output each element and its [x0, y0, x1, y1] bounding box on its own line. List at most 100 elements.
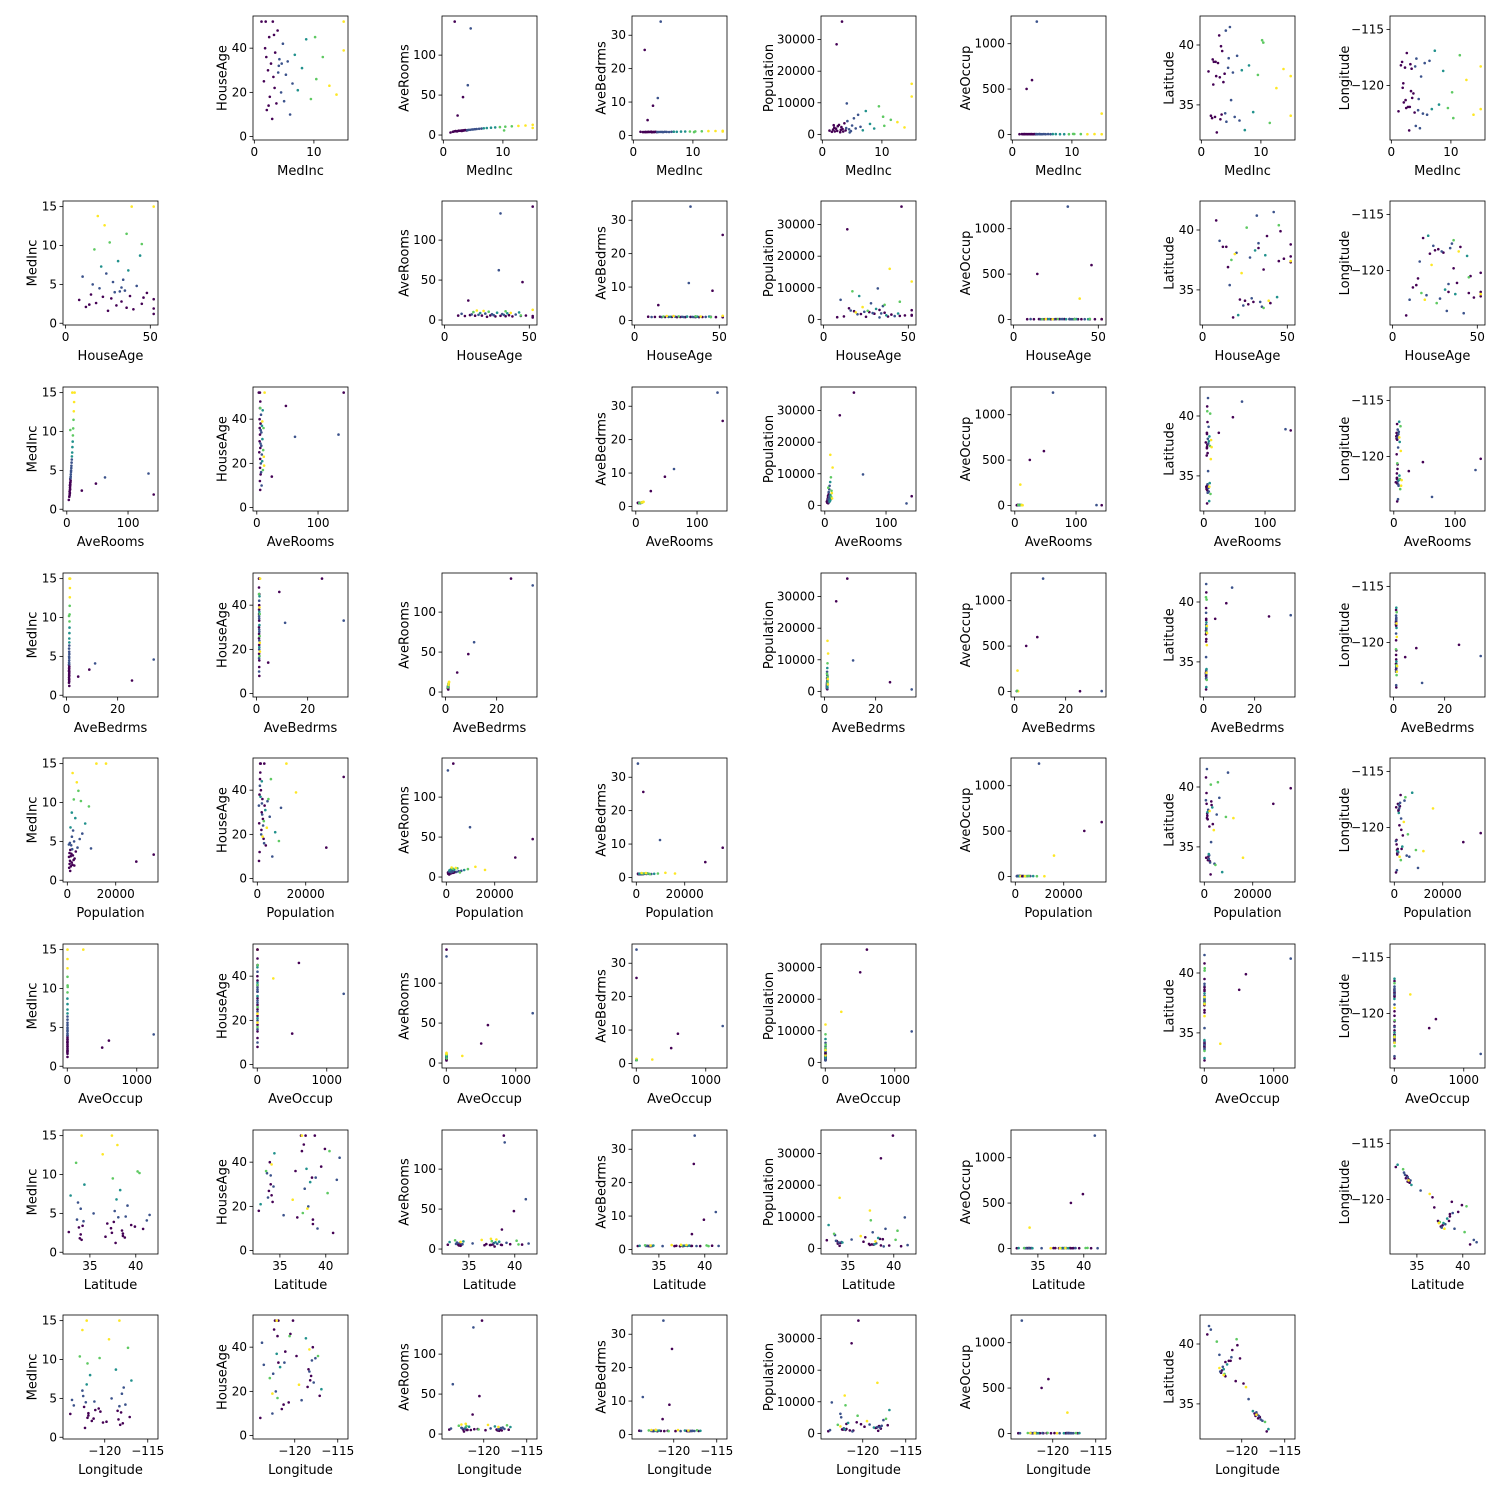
scatter-point: [1228, 283, 1231, 287]
y-tick-label: 5: [49, 1391, 57, 1405]
scatter-point: [1398, 474, 1401, 477]
scatter-point: [687, 1244, 691, 1247]
scatter-point: [1415, 646, 1418, 650]
scatter-point: [306, 1385, 309, 1389]
scatter-point: [72, 1404, 76, 1407]
scatter-point: [273, 51, 277, 54]
x-tick-label: 0: [1200, 702, 1208, 716]
scatter-point: [714, 315, 718, 319]
scatter-point: [1209, 457, 1213, 461]
scatter-point: [70, 455, 74, 458]
x-tick-label: 20000: [1045, 887, 1083, 901]
scatter-point: [1020, 1319, 1024, 1322]
y-axis-label: AveOccup: [959, 1160, 974, 1225]
scatter-point: [480, 1238, 484, 1242]
scatter-point: [100, 1046, 104, 1049]
scatter-point: [1062, 132, 1066, 136]
scatter-point: [857, 1319, 860, 1322]
x-axis-label: AveBedrms: [1022, 721, 1096, 736]
scatter-point: [1228, 25, 1232, 29]
scatter-point: [504, 310, 507, 313]
y-axis-label: AveOccup: [959, 231, 974, 296]
scatter-point: [449, 131, 452, 134]
x-axis-label: MedInc: [1224, 164, 1271, 179]
scatter-point: [120, 300, 123, 303]
y-tick-label: 30: [611, 1142, 626, 1156]
y-tick-label: 20: [232, 85, 247, 99]
scatter-point: [1289, 255, 1292, 258]
scatter-point: [1070, 1431, 1073, 1435]
scatter-point: [1402, 101, 1406, 104]
scatter-point: [76, 675, 80, 678]
scatter-point: [700, 130, 704, 133]
scatter-point: [258, 634, 261, 638]
y-tick-label: −115: [1351, 22, 1384, 36]
scatter-point: [876, 1236, 880, 1240]
scatter-point: [640, 871, 643, 875]
scatter-point: [1406, 1175, 1409, 1179]
scatter-point: [1222, 1373, 1225, 1377]
scatter-point: [497, 1240, 501, 1243]
scatter-point: [1401, 845, 1404, 848]
scatter-point: [672, 314, 675, 318]
panel-frame: [820, 15, 917, 141]
scatter-point: [257, 648, 261, 651]
scatter-point: [342, 619, 346, 622]
scatter-point: [859, 312, 863, 316]
scatter-point: [446, 686, 450, 689]
scatter-point: [1398, 824, 1401, 827]
scatter-point: [1019, 483, 1022, 486]
scatter-point: [267, 797, 270, 801]
scatter-point: [1452, 238, 1455, 242]
y-axis-label: Latitude: [1163, 51, 1178, 105]
scatter-point: [865, 948, 869, 951]
panel-frame: [441, 1129, 538, 1255]
x-tick-label: 0: [631, 330, 639, 344]
y-tick-label: 50: [421, 1387, 436, 1401]
x-axis-label: HouseAge: [1405, 349, 1471, 364]
y-axis-label: MedInc: [26, 797, 41, 844]
scatter-point: [67, 650, 71, 653]
y-tick-label: 0: [239, 872, 247, 886]
scatter-point: [840, 125, 843, 129]
scatter-point: [1033, 1431, 1036, 1435]
scatter-point: [826, 683, 830, 686]
x-tick-label: 10: [495, 145, 510, 159]
scatter-point: [256, 1036, 259, 1040]
scatter-point: [1226, 771, 1230, 774]
y-tick-label: 30000: [777, 961, 815, 975]
scatter-point: [69, 854, 72, 858]
scatter-point: [885, 314, 888, 317]
scatter-point: [256, 1014, 259, 1018]
scatter-point: [80, 489, 84, 492]
scatter-point: [101, 1153, 104, 1156]
scatter-point: [517, 311, 521, 314]
x-axis-label: Latitude: [842, 1278, 896, 1293]
scatter-point: [456, 114, 459, 117]
scatter-point: [108, 241, 111, 244]
scatter-point: [72, 418, 75, 422]
scatter-point: [486, 1423, 490, 1427]
scatter-point: [1419, 75, 1423, 78]
scatter-point: [258, 466, 262, 470]
scatter-point: [1025, 87, 1028, 91]
scatter-point: [683, 1429, 687, 1432]
y-tick-label: 5: [49, 834, 57, 848]
scatter-point: [1209, 114, 1213, 117]
scatter-point: [1416, 108, 1420, 112]
scatter-point: [81, 275, 84, 278]
y-tick-label: 0: [618, 1427, 626, 1441]
scatter-point: [882, 1418, 885, 1422]
y-tick-label: 30: [611, 1327, 626, 1341]
scatter-point: [261, 409, 265, 412]
scatter-point: [1465, 78, 1468, 82]
panel-frame: [1199, 1314, 1296, 1440]
scatter-point: [126, 1204, 129, 1207]
scatter-point: [489, 1237, 493, 1241]
scatter-point: [1207, 852, 1211, 856]
scatter-point: [829, 453, 832, 457]
y-tick-label: 0: [997, 127, 1005, 141]
